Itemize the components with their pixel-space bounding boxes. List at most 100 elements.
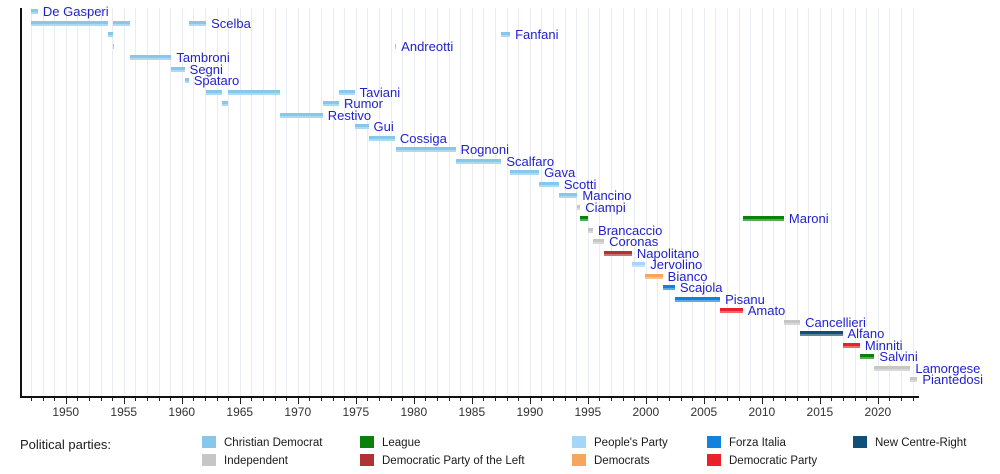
minor-tick xyxy=(146,397,148,401)
minor-tick xyxy=(112,397,114,401)
year-gridline xyxy=(529,8,531,396)
minister-label-bianco[interactable]: Bianco xyxy=(667,268,708,284)
minor-tick xyxy=(796,397,798,401)
minister-label-cancellieri[interactable]: Cancellieri xyxy=(805,314,866,330)
x-axis-tick-label: 2020 xyxy=(864,404,892,419)
minister-label-restivo[interactable]: Restivo xyxy=(327,107,372,123)
year-gridline xyxy=(599,8,601,396)
year-gridline xyxy=(611,8,613,396)
minor-tick xyxy=(100,397,102,401)
year-gridline xyxy=(123,8,125,396)
minor-tick xyxy=(541,397,543,401)
year-gridline xyxy=(796,8,798,396)
x-axis-tick-label: 1950 xyxy=(52,404,80,419)
legend-swatch-democrats xyxy=(572,454,586,466)
timeline-bar-cossiga xyxy=(368,135,395,141)
minor-tick xyxy=(309,397,311,401)
minister-label-pisanu[interactable]: Pisanu xyxy=(725,291,765,307)
year-gridline xyxy=(332,8,334,396)
minor-tick xyxy=(889,397,891,401)
minister-label-piantedosi[interactable]: Piantedosi xyxy=(922,372,984,387)
year-gridline xyxy=(54,8,56,396)
minor-tick xyxy=(425,397,427,401)
x-axis-tick-label: 2010 xyxy=(748,404,776,419)
legend-swatch-democratic_party_of_the_left xyxy=(360,454,374,466)
x-axis-line xyxy=(19,395,919,398)
x-axis-tick-label: 1965 xyxy=(226,404,254,419)
minor-tick xyxy=(158,397,160,401)
minister-label-scajola[interactable]: Scajola xyxy=(679,280,723,295)
year-gridline xyxy=(158,8,160,396)
minister-label-andreotti[interactable]: Andreotti xyxy=(401,38,454,54)
year-gridline xyxy=(216,8,218,396)
year-gridline xyxy=(448,8,450,396)
minister-label-fanfani[interactable]: Fanfani xyxy=(515,27,559,42)
legend-label-democratic_party: Democratic Party xyxy=(729,455,818,467)
legend-swatch-new_centre_right xyxy=(853,436,867,448)
minister-label-maroni[interactable]: Maroni xyxy=(788,211,829,226)
minor-tick xyxy=(738,397,740,401)
year-gridline xyxy=(344,8,346,396)
minor-tick xyxy=(390,397,392,401)
minor-tick xyxy=(715,397,717,401)
year-gridline xyxy=(564,8,566,396)
minister-label-lamorgese[interactable]: Lamorgese xyxy=(915,360,981,376)
year-gridline xyxy=(622,8,624,396)
minister-label-jervolino[interactable]: Jervolino xyxy=(650,257,703,272)
timeline-bar-salvini xyxy=(859,354,875,359)
minor-tick xyxy=(274,397,276,401)
minister-label-gava[interactable]: Gava xyxy=(544,165,576,180)
minister-label-mancino[interactable]: Mancino xyxy=(582,188,632,203)
year-gridline xyxy=(100,8,102,396)
x-axis-tick-label: 1995 xyxy=(574,404,602,419)
minor-tick xyxy=(843,397,845,401)
minister-label-alfano[interactable]: Alfano xyxy=(847,326,885,341)
year-gridline xyxy=(65,8,67,396)
year-gridline xyxy=(390,8,392,396)
major-tick xyxy=(587,397,589,404)
timeline-bar-fanfani xyxy=(107,32,113,37)
year-gridline xyxy=(703,8,705,396)
timeline-bar-pisanu xyxy=(674,296,721,302)
minister-label-salvini[interactable]: Salvini xyxy=(879,349,918,364)
minister-label-napolitano[interactable]: Napolitano xyxy=(636,245,700,261)
timeline-bar-rumor xyxy=(222,101,228,106)
minor-tick xyxy=(54,397,56,401)
year-gridline xyxy=(819,8,821,396)
minister-label-spataro[interactable]: Spataro xyxy=(193,73,240,88)
minor-tick xyxy=(611,397,613,401)
minor-tick xyxy=(680,397,682,401)
year-gridline xyxy=(437,8,438,396)
legend-label-independent: Independent xyxy=(224,455,288,467)
timeline-bar-taviani xyxy=(206,89,223,95)
minister-label-scalfaro[interactable]: Scalfaro xyxy=(506,153,555,169)
year-gridline xyxy=(750,8,752,396)
minister-label-gui[interactable]: Gui xyxy=(373,119,394,134)
legend: Political parties: Christian Democrat Ind… xyxy=(0,430,1000,474)
year-gridline xyxy=(30,8,32,396)
minister-label-minniti[interactable]: Minniti xyxy=(864,337,903,353)
minister-label-scelba[interactable]: Scelba xyxy=(211,15,251,31)
timeline-bar-taviani xyxy=(227,89,281,95)
minister-label-de-gasperi[interactable]: De Gasperi xyxy=(42,4,109,19)
minister-label-amato[interactable]: Amato xyxy=(747,303,786,318)
minister-label-rognoni[interactable]: Rognoni xyxy=(460,142,509,157)
x-axis-tick-label: 1955 xyxy=(110,404,138,419)
year-gridline xyxy=(854,8,856,396)
minister-label-scotti[interactable]: Scotti xyxy=(563,176,597,192)
minister-label-rumor[interactable]: Rumor xyxy=(343,96,383,111)
year-gridline xyxy=(193,8,195,396)
minor-tick xyxy=(785,397,787,401)
minister-label-segni[interactable]: Segni xyxy=(189,61,223,77)
minor-tick xyxy=(576,397,578,401)
minister-label-taviani[interactable]: Taviani xyxy=(359,84,401,100)
timeline-bar-cancellieri xyxy=(783,319,801,325)
timeline-bar-rognoni xyxy=(396,147,456,152)
minor-tick xyxy=(564,397,566,401)
minister-label-coronas[interactable]: Coronas xyxy=(609,234,659,249)
minister-label-brancaccio[interactable]: Brancaccio xyxy=(598,222,663,238)
year-gridline xyxy=(587,8,589,396)
minister-label-cossiga[interactable]: Cossiga xyxy=(399,130,447,146)
minister-label-tambroni[interactable]: Tambroni xyxy=(176,50,230,65)
minister-label-ciampi[interactable]: Ciampi xyxy=(585,199,626,215)
